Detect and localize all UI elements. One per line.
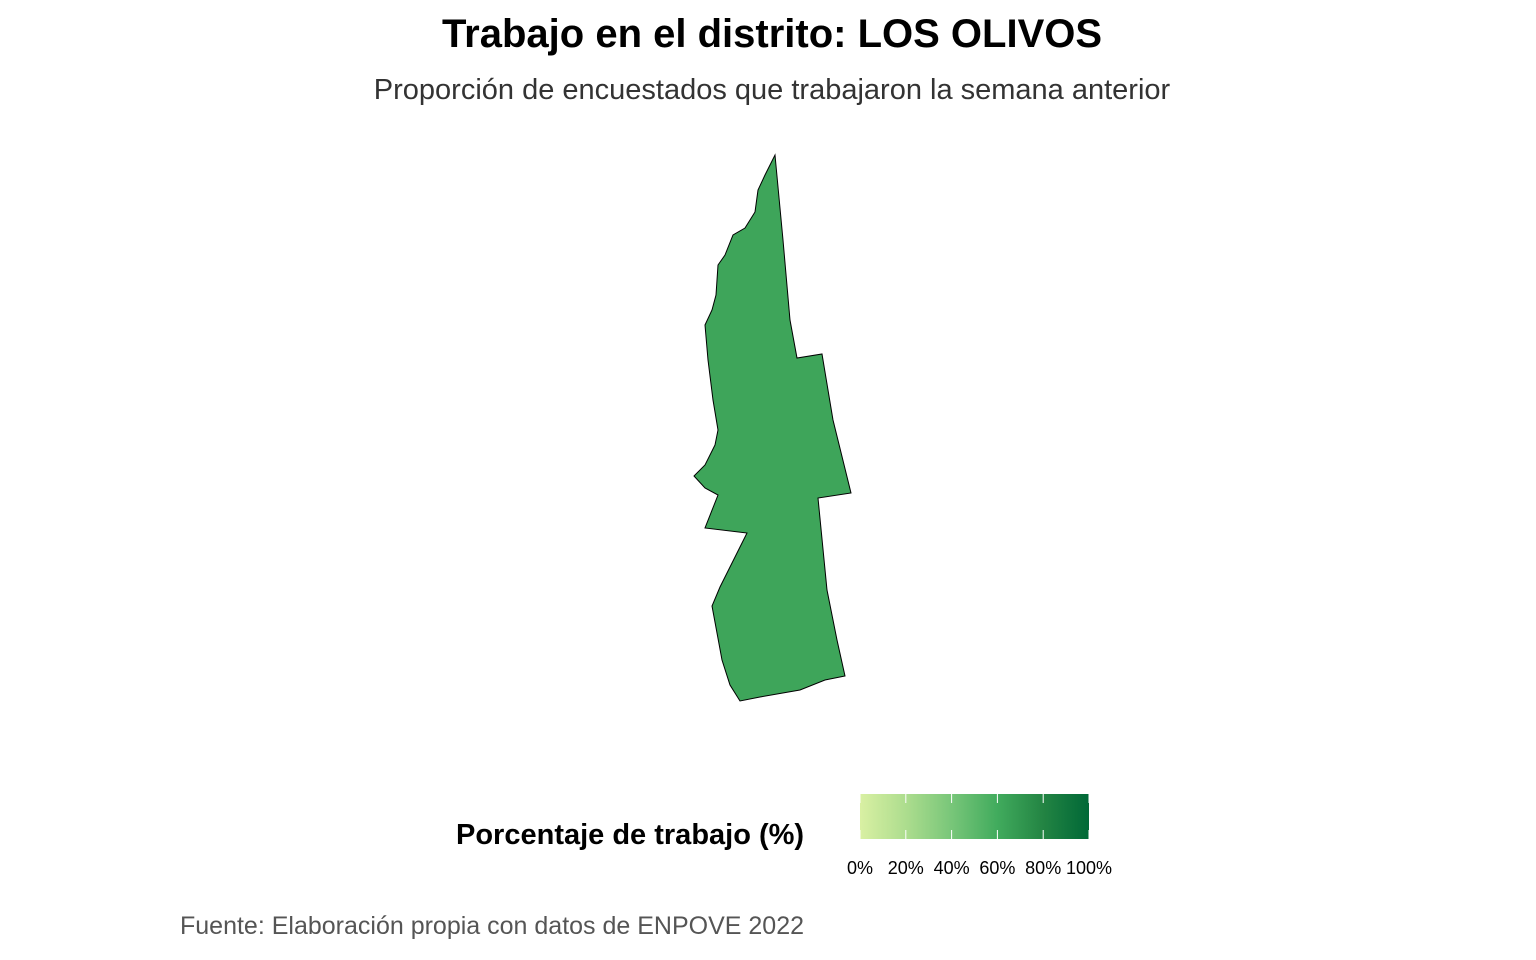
legend-tick-label: 60% (979, 858, 1016, 878)
legend-tick-label: 20% (887, 858, 924, 878)
chart-caption: Fuente: Elaboración propia con datos de … (180, 912, 805, 940)
chart-subtitle: Proporción de encuestados que trabajaron… (373, 74, 1171, 106)
legend-colorbar (860, 794, 1089, 839)
district-polygon-los-olivos (693, 153, 852, 702)
legend-tick-label: 40% (933, 858, 970, 878)
chart-title: Trabajo en el distrito: LOS OLIVOS (441, 12, 1103, 56)
legend-tick-label: 100% (1065, 858, 1113, 878)
legend-tick-label: 80% (1025, 858, 1062, 878)
legend-tick-label: 0% (846, 858, 874, 878)
legend-title: Porcentaje de trabajo (%) (456, 819, 805, 851)
legend-gradient (860, 794, 1089, 839)
